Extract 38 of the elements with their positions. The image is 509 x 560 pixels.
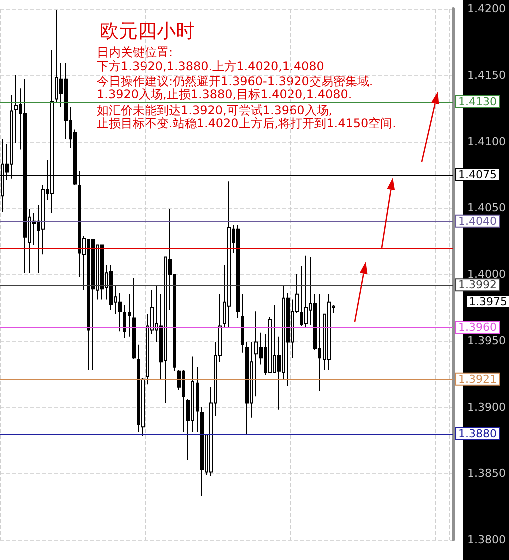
candlestick <box>100 244 104 300</box>
ref-line-label: 1.3960 <box>458 321 498 334</box>
candlestick <box>245 342 249 436</box>
annotation: 下方1.3920,1.3880.上方1.4020,1.4080 <box>97 60 324 74</box>
candlestick <box>91 239 95 371</box>
y-tick-label: 1.3800 <box>468 534 506 546</box>
annotation: 止损目标不变.站稳1.4020上方后,将打开到1.4150空间. <box>97 116 396 130</box>
y-tick-label: 1.4200 <box>468 2 506 16</box>
annotation: 今日操作建议:仍然避开1.3960-1.3920交易密集域. <box>97 74 374 88</box>
y-tick-label: 1.4150 <box>468 68 506 82</box>
ref-line-label: 1.4075 <box>458 168 498 182</box>
candlestick <box>196 366 199 433</box>
y-tick-label: 1.3950 <box>468 334 506 348</box>
candlestick <box>327 294 331 371</box>
candlestick <box>128 294 131 338</box>
candlestick <box>123 304 126 339</box>
candlestick <box>304 255 308 328</box>
y-tick-label: 1.3850 <box>468 467 506 480</box>
annotation: 日内关键位置: <box>97 46 174 60</box>
ref-line-label: 1.3921 <box>458 372 498 386</box>
y-tick-label: 1.4100 <box>468 135 506 148</box>
candlestick <box>236 224 240 319</box>
y-tick-label: 1.4050 <box>468 202 506 215</box>
ref-line-label: 1.4130 <box>458 95 498 108</box>
candlestick <box>227 181 231 328</box>
candlestick <box>200 406 204 497</box>
ref-line-label: 1.4040 <box>458 214 498 228</box>
annotation: 如汇价未能到达1.3920,可尝试1.3960入场, <box>97 104 333 118</box>
ref-line-label: 1.3880 <box>458 427 498 440</box>
y-tick-label: 1.4000 <box>468 268 506 281</box>
candlestick <box>109 264 113 311</box>
candlestick <box>132 278 136 360</box>
y-tick-label: 1.3900 <box>468 400 506 414</box>
ref-line-label: 1.3992 <box>458 278 498 292</box>
candlestick <box>241 294 244 354</box>
annotation: 1.3920入场,止损1.3880,目标1.4020,1.4080. <box>97 88 352 102</box>
text: 1.3975 <box>469 296 508 308</box>
text: 欧元四小时 <box>100 20 195 42</box>
